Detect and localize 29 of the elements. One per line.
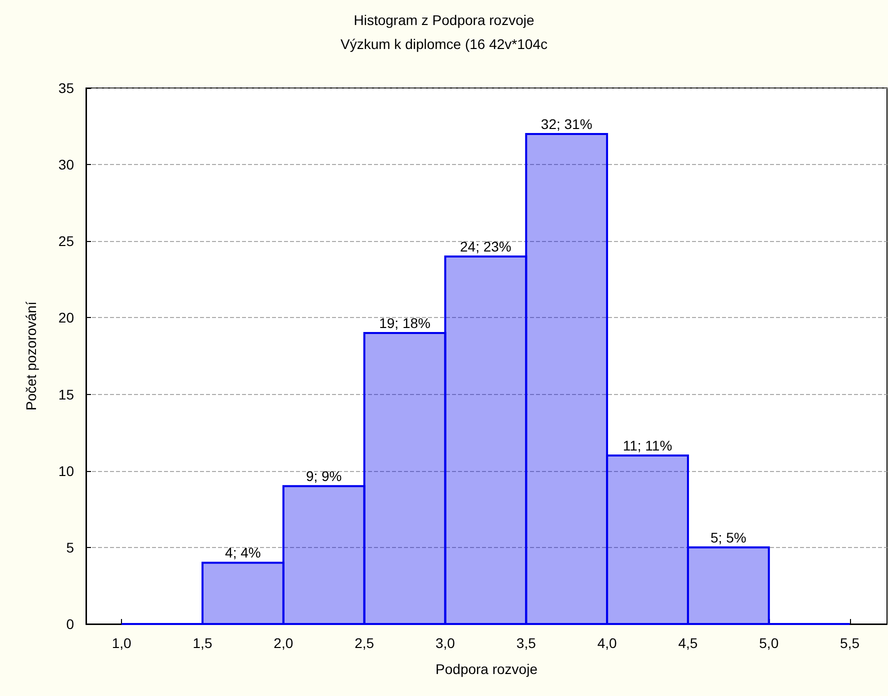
data-label: 32; 31% xyxy=(540,116,592,132)
data-label: 11; 11% xyxy=(622,438,672,454)
data-label: 24; 23% xyxy=(460,238,512,254)
y-tick-label: 35 xyxy=(58,80,74,96)
y-tick-label: 10 xyxy=(58,462,74,479)
data-label: 4; 4% xyxy=(225,544,261,561)
x-tick-label: 3,0 xyxy=(436,635,456,651)
x-tick-label: 4,0 xyxy=(597,635,617,651)
x-tick-label: 5,5 xyxy=(840,635,860,651)
y-tick-label: 25 xyxy=(58,233,74,250)
x-tick-label: 5,0 xyxy=(759,635,779,651)
y-tick-label: 20 xyxy=(58,310,74,326)
x-tick-label: 1,5 xyxy=(192,635,212,651)
x-tick-label: 4,5 xyxy=(678,635,698,651)
chart-title: Histogram z Podpora rozvoje xyxy=(354,12,534,28)
y-axis-title: Počet pozorování xyxy=(23,301,39,410)
y-tick-label: 0 xyxy=(66,616,74,632)
x-axis-title: Podpora rozvoje xyxy=(436,661,538,677)
data-label: 19; 18% xyxy=(379,315,430,332)
x-tick-label: 1,0 xyxy=(112,635,132,651)
y-tick-label: 30 xyxy=(58,156,74,173)
x-tick-label: 2,0 xyxy=(274,635,294,651)
y-tick-label: 15 xyxy=(58,386,74,402)
x-tick-label: 3,5 xyxy=(516,635,536,651)
x-tick-label: 2,5 xyxy=(354,635,374,651)
data-label: 5; 5% xyxy=(710,529,746,546)
y-tick-label: 5 xyxy=(66,539,74,556)
data-label: 9; 9% xyxy=(306,468,342,484)
chart-subtitle: Výzkum k diplomce (16 42v*104c xyxy=(340,36,548,52)
